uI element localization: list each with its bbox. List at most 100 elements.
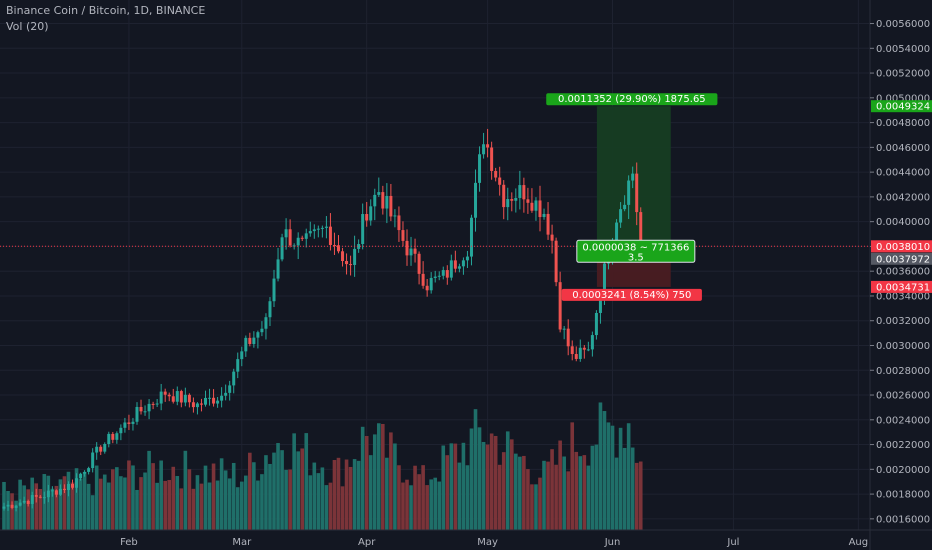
volume-bar	[203, 465, 208, 530]
candle-body	[465, 256, 469, 261]
volume-bar	[634, 462, 639, 530]
candle-body	[143, 411, 147, 413]
candle-body	[486, 144, 490, 148]
price-tick-label: 0.0034000	[876, 291, 930, 302]
volume-bar	[614, 457, 619, 530]
volume-bar	[590, 445, 595, 530]
volume-bar	[489, 433, 494, 530]
volume-bar	[231, 462, 236, 530]
volume-bar	[530, 484, 534, 530]
price-tick-label: 0.0022000	[876, 440, 930, 451]
volume-bar	[102, 474, 107, 530]
candle-body	[155, 403, 159, 405]
volume-bar	[582, 455, 587, 530]
price-tick-label: 0.0050000	[876, 93, 930, 104]
volume-bar	[50, 488, 55, 530]
price-tick-label: 0.0046000	[876, 143, 930, 154]
volume-bar	[441, 445, 446, 530]
candle-body	[421, 273, 425, 286]
candle-body	[175, 391, 179, 402]
candle-body	[469, 217, 473, 257]
candle-body	[365, 214, 369, 221]
candle-body	[199, 403, 203, 405]
volume-bar	[550, 449, 554, 530]
time-tick-label: Apr	[358, 537, 376, 548]
volume-bar	[179, 488, 184, 530]
volume-bar	[175, 476, 180, 530]
volume-bar	[622, 447, 627, 530]
candle-body	[264, 317, 268, 329]
time-tick-label: Jun	[604, 537, 621, 548]
candle-body	[590, 335, 594, 350]
volume-bar	[397, 465, 401, 530]
candle-body	[75, 478, 79, 488]
volume-bar	[518, 456, 522, 530]
candle-body	[256, 332, 260, 338]
volume-bar	[139, 477, 143, 530]
candle-body	[534, 200, 538, 211]
price-tick-label: 0.0016000	[876, 514, 930, 525]
candle-body	[482, 144, 486, 155]
volume-bar	[296, 451, 300, 530]
candle-body	[2, 506, 6, 509]
volume-bar	[514, 453, 518, 530]
candle-body	[619, 209, 623, 223]
candle-body	[22, 500, 26, 503]
candle-body	[598, 297, 602, 313]
candle-body	[284, 229, 288, 238]
volume-bar	[235, 487, 240, 530]
volume-bar	[445, 455, 450, 530]
candle-body	[187, 394, 191, 403]
price-tag-target	[871, 100, 932, 113]
candle-body	[272, 278, 276, 302]
candle-body	[107, 433, 111, 445]
candle-body	[546, 213, 550, 235]
candle-body	[139, 406, 143, 412]
candle-body	[34, 495, 38, 497]
volume-bar	[207, 482, 212, 530]
candle-body	[304, 233, 308, 239]
price-tag-stop	[871, 280, 932, 293]
price-tick-label: 0.0036000	[876, 267, 930, 278]
candle-body	[425, 285, 429, 291]
candle-body	[312, 229, 316, 232]
volume-bar	[54, 485, 59, 530]
stop-label-text: 0.0003241 (8.54%) 750	[572, 290, 691, 301]
volume-bar	[272, 452, 276, 530]
volume-bar	[119, 476, 123, 530]
candle-body	[518, 185, 522, 198]
time-tick-label: Feb	[120, 537, 138, 548]
candle-body	[554, 240, 558, 283]
volume-bar	[288, 469, 292, 530]
candle-body	[224, 392, 228, 396]
candle-body	[357, 244, 361, 249]
candle-body	[135, 406, 139, 422]
volume-bar	[360, 426, 365, 530]
candle-body	[87, 468, 91, 472]
candle-body	[50, 490, 54, 492]
candle-body	[369, 206, 373, 221]
volume-bar	[62, 476, 67, 530]
volume-bar	[538, 477, 542, 530]
volume-bar	[70, 482, 75, 530]
candle-body	[490, 147, 494, 171]
candle-body	[115, 433, 119, 440]
volume-bar	[276, 443, 280, 530]
price-tick-label: 0.0054000	[876, 44, 930, 55]
volume-bar	[618, 427, 623, 530]
candle-body	[240, 351, 244, 360]
candle-body	[594, 312, 598, 336]
candle-body	[566, 328, 570, 347]
candle-body	[510, 199, 514, 201]
time-tick-label: Mar	[232, 537, 252, 548]
candle-body	[558, 282, 562, 330]
candle-body	[111, 433, 115, 440]
volume-bar	[485, 444, 490, 530]
candle-body	[401, 230, 405, 241]
candle-body	[151, 403, 155, 405]
candle-body	[30, 495, 34, 504]
volume-bar	[578, 456, 583, 530]
candle-body	[248, 337, 252, 344]
price-axis-bg	[870, 0, 932, 550]
